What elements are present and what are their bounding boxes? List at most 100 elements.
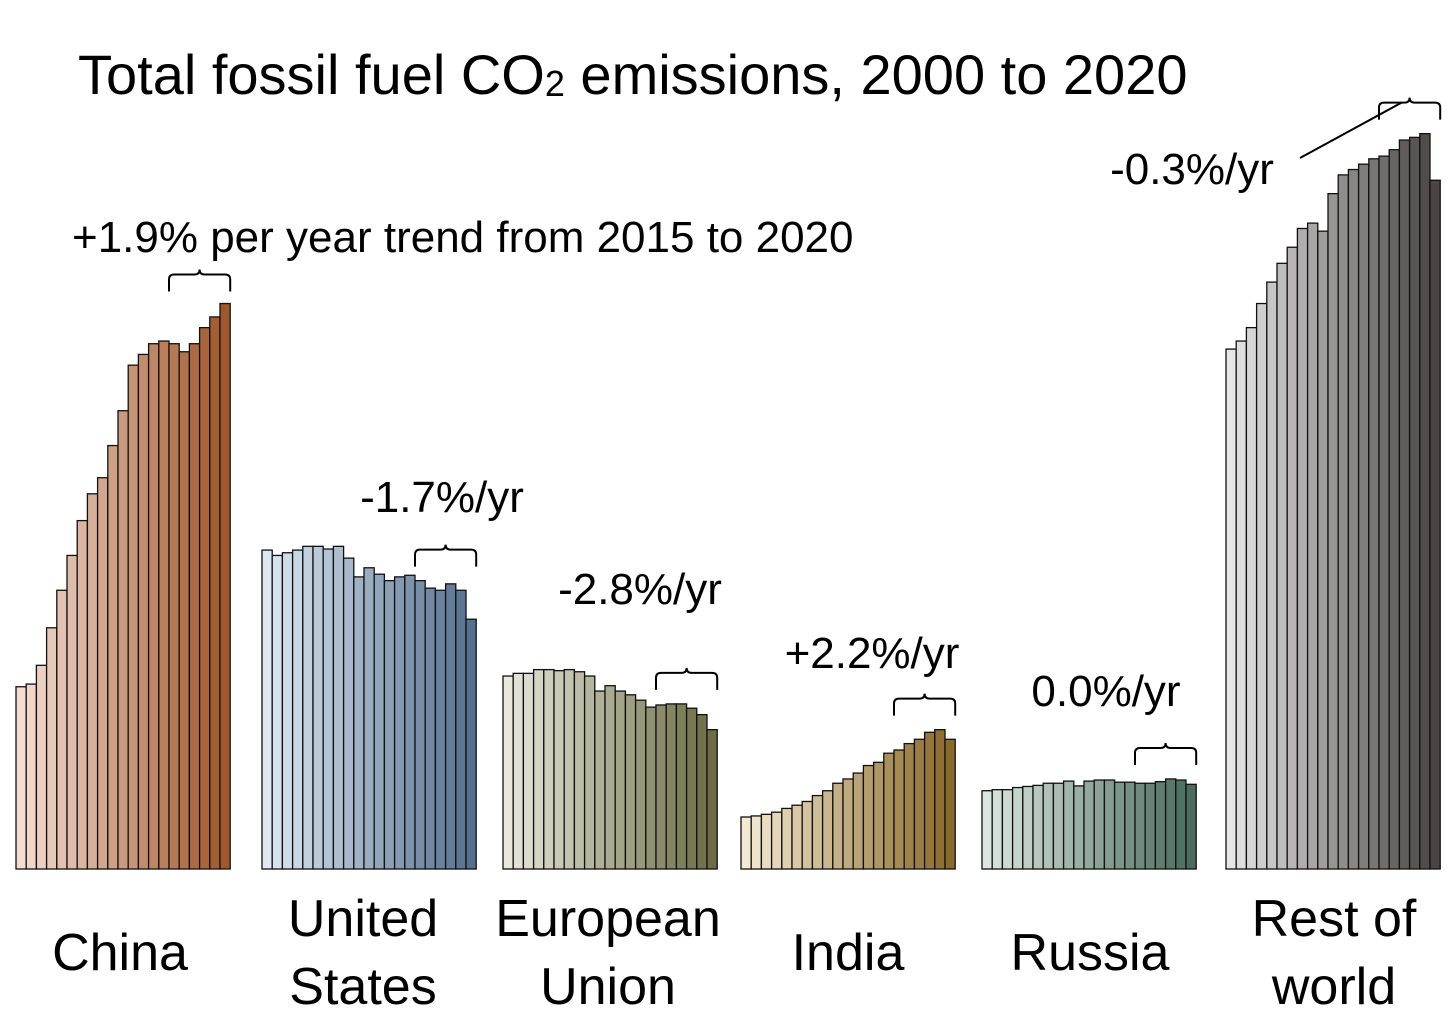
trend-label-rest-of-world: -0.3%/yr [1110, 145, 1274, 194]
bar-india-2014 [883, 752, 895, 870]
bar-group-rest-of-world [1225, 132, 1441, 870]
region-label-india-line-1: India [792, 924, 905, 982]
region-labels-layer: China United States European Union India Russi… [52, 890, 1417, 1016]
bar-russia-2008 [1062, 780, 1075, 870]
bar-china-2000 [15, 686, 27, 870]
bar-india-2019 [934, 728, 946, 870]
bar-european-union-2001 [512, 672, 525, 870]
bar-russia-2019 [1175, 779, 1187, 870]
bar-united-states-2000 [261, 549, 273, 870]
bar-european-union-2000 [502, 675, 514, 870]
bar-european-union-2012 [624, 694, 637, 870]
bar-china-2006 [76, 519, 89, 870]
bar-rest-of-world-2019 [1419, 132, 1431, 870]
bar-russia-2000 [981, 790, 993, 870]
bar-group-united-states [261, 545, 477, 870]
bar-european-union-2009 [594, 690, 606, 870]
bar-india-2000 [740, 816, 752, 870]
bar-rest-of-world-2012 [1347, 168, 1360, 870]
bar-india-2011 [852, 772, 865, 870]
bar-rest-of-world-2009 [1317, 230, 1329, 870]
bar-china-2019 [209, 316, 221, 870]
region-label-united-states-line-1: United [288, 890, 438, 948]
region-label-european-union-line-1: European [495, 890, 721, 948]
trend-label-india: +2.2%/yr [785, 629, 960, 678]
chart-title-rest: emissions, 2000 to 2020 [565, 43, 1188, 106]
bar-united-states-2007 [332, 545, 345, 870]
trend-bracket-rest-of-world [1378, 97, 1442, 120]
bar-india-2002 [760, 813, 773, 870]
trend-label-united-states: -1.7%/yr [360, 473, 524, 522]
bar-united-states-2012 [383, 579, 396, 870]
bar-china-2002 [35, 664, 48, 870]
bar-india-2004 [781, 807, 793, 870]
bar-rest-of-world-2015 [1378, 155, 1390, 870]
bar-united-states-2008 [342, 557, 355, 870]
bar-united-states-2015 [414, 579, 426, 870]
chart-title-subscript: 2 [545, 63, 565, 104]
bar-rest-of-world-2001 [1235, 340, 1248, 870]
bar-united-states-2006 [322, 548, 335, 870]
bar-united-states-2013 [393, 576, 406, 870]
bar-rest-of-world-2020 [1429, 179, 1441, 870]
bar-united-states-2017 [434, 589, 447, 870]
bar-russia-2011 [1093, 779, 1106, 870]
region-label-united-states-line-2: States [289, 958, 436, 1016]
bar-india-2020 [944, 738, 956, 870]
bar-china-2003 [45, 627, 58, 870]
bar-rest-of-world-2013 [1357, 163, 1370, 870]
bar-united-states-2019 [455, 589, 467, 870]
bar-china-2017 [188, 343, 201, 870]
bar-european-union-2007 [573, 671, 586, 870]
bar-european-union-2020 [706, 728, 718, 870]
chart-title-main: Total fossil fuel CO [78, 43, 545, 106]
bar-russia-2015 [1134, 782, 1146, 870]
bar-european-union-2019 [696, 713, 708, 870]
bar-russia-2013 [1113, 781, 1126, 870]
bar-china-2008 [96, 477, 109, 870]
bar-russia-2002 [1001, 789, 1014, 870]
bar-european-union-2015 [655, 704, 667, 870]
bar-united-states-2018 [444, 583, 457, 870]
bar-united-states-2011 [373, 573, 386, 870]
bar-russia-2018 [1164, 778, 1177, 870]
bar-india-2013 [872, 761, 885, 870]
bar-india-2006 [801, 800, 814, 870]
bar-russia-2007 [1052, 782, 1065, 870]
bar-rest-of-world-2005 [1276, 262, 1288, 870]
bar-russia-2010 [1083, 780, 1095, 870]
bar-rest-of-world-2011 [1337, 174, 1350, 870]
bar-european-union-2006 [563, 668, 576, 870]
bar-rest-of-world-2004 [1266, 281, 1278, 870]
bar-china-2020 [219, 302, 231, 870]
bar-european-union-2014 [645, 706, 657, 870]
bar-russia-2004 [1022, 785, 1034, 870]
bar-united-states-2020 [465, 618, 477, 870]
bar-india-2007 [811, 794, 824, 870]
bar-india-2015 [893, 749, 905, 870]
region-label-rest-of-world-line-1: Rest of [1252, 890, 1417, 948]
bar-united-states-2016 [424, 587, 437, 870]
bar-russia-2001 [991, 789, 1004, 870]
bars-layer [15, 132, 1441, 870]
bar-india-2010 [842, 778, 854, 870]
bar-united-states-2005 [312, 545, 324, 870]
bar-china-2005 [66, 554, 78, 870]
bar-european-union-2002 [522, 672, 535, 870]
bar-india-2009 [832, 782, 844, 870]
bar-united-states-2001 [271, 554, 284, 870]
trend-bracket-india [893, 693, 957, 716]
bar-rest-of-world-2014 [1368, 158, 1380, 870]
bar-european-union-2017 [675, 703, 688, 870]
region-label-rest-of-world-line-2: world [1271, 958, 1396, 1016]
bar-china-2016 [178, 351, 191, 870]
bar-india-2016 [903, 742, 916, 870]
bar-china-2015 [168, 343, 180, 870]
bar-rest-of-world-2002 [1245, 326, 1258, 870]
bar-china-2007 [86, 493, 99, 870]
region-label-china-line-1: China [52, 924, 188, 982]
bar-rest-of-world-2000 [1225, 348, 1237, 870]
trend-leader-line-rest-of-world [1299, 101, 1403, 159]
bar-united-states-2002 [281, 552, 294, 870]
